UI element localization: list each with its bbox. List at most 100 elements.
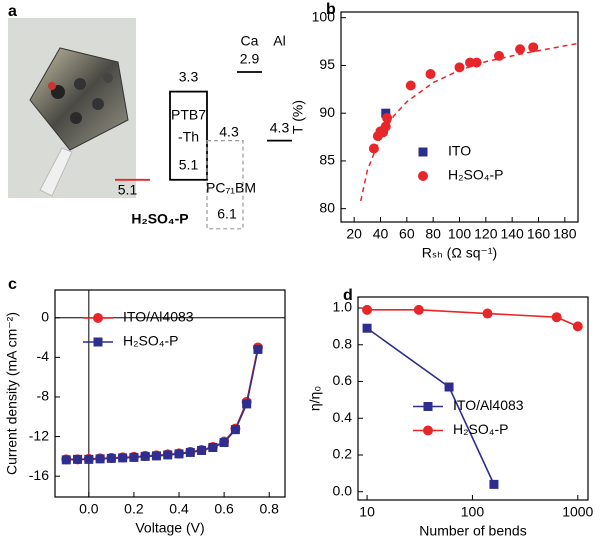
level-label: 4.3 (270, 119, 290, 135)
fit-line (360, 42, 578, 202)
y-tick-label: 100 (312, 8, 336, 24)
marker (425, 69, 436, 80)
marker (368, 143, 379, 154)
series-line (66, 349, 259, 461)
x-tick-label: 10 (359, 504, 375, 520)
x-tick-label: 180 (553, 226, 577, 242)
legend-marker (93, 313, 103, 323)
energy-box (206, 140, 244, 230)
marker (208, 442, 218, 452)
legend-marker (418, 147, 428, 157)
x-tick-label: 0.8 (259, 501, 279, 517)
x-axis-label: Rₛₕ (Ω sq⁻¹) (422, 245, 497, 261)
marker (253, 344, 263, 354)
marker (140, 451, 150, 461)
layer-name: PC₇₁BM (206, 179, 256, 195)
legend-label: ITO/Al4083 (453, 397, 524, 413)
x-tick-label: 0.6 (214, 501, 234, 517)
x-tick-label: 60 (399, 226, 415, 242)
panel-label: c (8, 276, 17, 293)
marker (163, 450, 173, 460)
plot-frame (340, 11, 579, 223)
x-axis-label: Voltage (V) (135, 520, 204, 536)
marker (118, 453, 128, 463)
y-tick-label: 95 (319, 56, 335, 72)
panel-label: b (326, 1, 336, 18)
x-tick-label: 0.4 (169, 501, 189, 517)
x-tick-label: 40 (373, 226, 389, 242)
y-tick-label: 90 (319, 104, 335, 120)
marker (515, 44, 526, 55)
y-tick-label: -12 (29, 427, 49, 443)
marker (528, 42, 539, 53)
y-tick-label: 80 (319, 199, 335, 215)
layer-name: Al (273, 33, 285, 49)
x-tick-label: 120 (474, 226, 498, 242)
legend-marker (423, 425, 433, 436)
plot-area (360, 42, 578, 202)
y-tick-label: 0.6 (333, 372, 353, 388)
marker (106, 453, 116, 463)
y-tick-label: -8 (37, 388, 50, 404)
marker (61, 455, 71, 465)
marker (73, 454, 83, 464)
panel-label: a (8, 3, 17, 20)
level-label: 4.3 (219, 123, 239, 139)
legend-label: H₂SO₄-P (448, 167, 504, 183)
x-tick-label: 140 (500, 226, 524, 242)
y-tick-label: -16 (29, 467, 49, 483)
marker (197, 445, 207, 455)
marker (380, 121, 391, 132)
y-tick-label: 1.0 (333, 299, 353, 315)
x-tick-label: 100 (448, 226, 472, 242)
legend-label: ITO (448, 143, 471, 159)
level-label: 3.3 (179, 68, 199, 84)
energy-box (169, 90, 208, 181)
series-line (367, 309, 579, 328)
marker (151, 451, 161, 461)
layer-name: H₂SO₄-P (131, 211, 188, 227)
marker (84, 454, 94, 464)
y-axis-label: T (%) (290, 100, 306, 134)
legend-marker (418, 171, 428, 181)
marker (174, 449, 184, 459)
marker (444, 382, 454, 392)
photo (8, 18, 136, 198)
marker (482, 308, 493, 319)
marker (454, 62, 465, 73)
x-tick-label: 0.2 (124, 501, 144, 517)
plot-frame (357, 296, 589, 501)
level-label: 5.1 (179, 157, 199, 173)
x-tick-label: 160 (527, 226, 551, 242)
layer-name: -Th (178, 128, 199, 144)
y-tick-label: -4 (37, 348, 50, 364)
marker (242, 399, 252, 409)
x-tick-label: 80 (425, 226, 441, 242)
legend-marker (93, 337, 103, 347)
marker (471, 57, 482, 68)
legend-label: H₂SO₄-P (453, 421, 509, 437)
marker (572, 321, 583, 332)
legend-label: H₂SO₄-P (123, 333, 179, 349)
marker (129, 452, 139, 462)
legend-label: ITO/Al4083 (123, 309, 194, 325)
level-label: 2.9 (240, 51, 260, 67)
marker (230, 425, 240, 435)
level-label: 5.1 (118, 182, 138, 198)
plot-area (362, 304, 583, 489)
x-tick-label: 1000 (562, 504, 593, 520)
y-tick-label: 0.0 (333, 482, 353, 498)
series-line (66, 347, 259, 461)
marker (185, 447, 195, 457)
plot-frame (54, 289, 286, 498)
marker (494, 50, 504, 61)
marker (413, 304, 424, 315)
y-tick-label: 0.4 (333, 409, 353, 425)
marker (551, 312, 562, 323)
x-tick-label: 100 (461, 504, 485, 520)
y-tick-label: 0.2 (333, 446, 353, 462)
marker (362, 304, 373, 315)
panel-label: d (343, 287, 353, 304)
marker (95, 454, 105, 464)
